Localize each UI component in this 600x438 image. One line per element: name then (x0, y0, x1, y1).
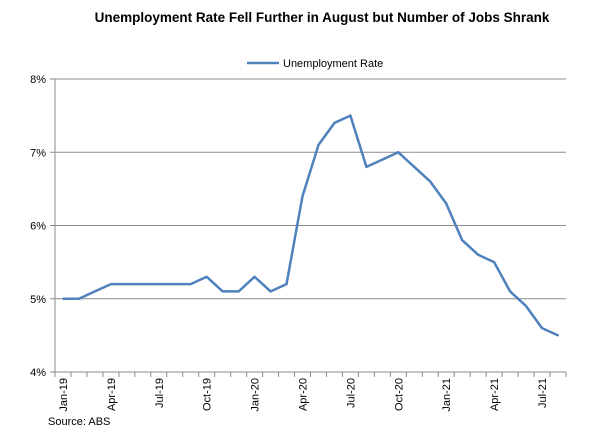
series-line (63, 114, 559, 337)
data-point (77, 297, 80, 300)
data-point (317, 143, 320, 146)
data-point (349, 114, 352, 117)
chart-title: Unemployment Rate Fell Further in August… (95, 10, 550, 25)
x-tick-label: Oct-19 (202, 378, 214, 411)
x-tick-label: Apr-21 (489, 378, 501, 411)
x-axis: Jan-19 Apr-19 Jul-19 Oct-19 Jan-20 Apr-20 Jul-… (54, 79, 567, 412)
data-point (381, 158, 384, 161)
data-point (397, 151, 400, 154)
data-point (125, 283, 128, 286)
data-point (413, 165, 416, 168)
x-tick-label: Jan-21 (441, 378, 453, 412)
data-point (93, 290, 96, 293)
data-point (557, 334, 560, 337)
data-point (445, 202, 448, 205)
data-point (333, 121, 336, 124)
data-point (541, 327, 544, 330)
x-tick-label: Jul-20 (345, 378, 357, 408)
data-point (493, 261, 496, 264)
x-tick-label: Apr-19 (106, 378, 118, 411)
y-tick-label: 5% (30, 294, 46, 306)
data-point (253, 275, 256, 278)
grid (55, 78, 566, 300)
x-tick-label: Oct-20 (393, 378, 405, 411)
x-tick-label: Jan-19 (58, 378, 70, 412)
data-point (509, 290, 512, 293)
data-point (477, 253, 480, 256)
data-point (189, 283, 192, 286)
series (61, 114, 560, 337)
data-point (429, 180, 432, 183)
data-point (157, 283, 160, 286)
data-point (61, 297, 64, 300)
data-point (365, 165, 368, 168)
y-axis: 4% 5% 6% 7% 8% (30, 74, 55, 379)
legend-label: Unemployment Rate (283, 58, 383, 70)
data-point (173, 283, 176, 286)
y-tick-label: 4% (30, 367, 46, 379)
data-point (285, 283, 288, 286)
data-point (269, 290, 272, 293)
x-tick-label: Apr-20 (298, 378, 310, 411)
data-point (525, 305, 528, 308)
data-point (301, 195, 304, 198)
data-point (205, 275, 208, 278)
x-tick-label: Jul-21 (537, 378, 549, 408)
data-point (109, 283, 112, 286)
y-tick-label: 6% (30, 221, 46, 233)
data-point (141, 283, 144, 286)
x-tick-label: Jan-20 (250, 378, 262, 412)
x-tick-label: Jul-19 (154, 378, 166, 408)
legend: Unemployment Rate (247, 58, 383, 70)
y-tick-label: 8% (30, 74, 46, 86)
data-point (221, 290, 224, 293)
data-point (461, 239, 464, 242)
y-tick-label: 7% (30, 147, 46, 159)
source-note: Source: ABS (48, 416, 111, 428)
data-point (237, 290, 240, 293)
